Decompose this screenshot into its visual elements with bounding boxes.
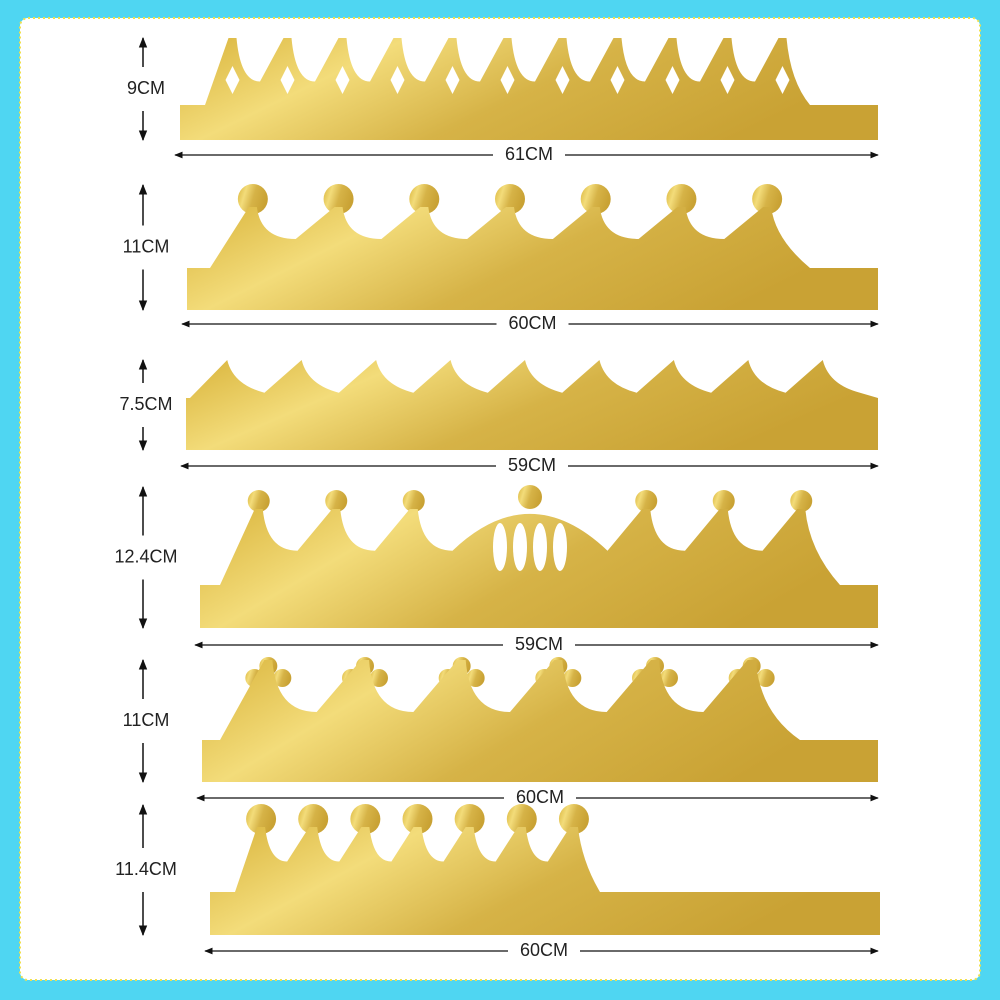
- crown-ornament: [273, 669, 292, 687]
- width-label: 60CM: [508, 313, 556, 333]
- crown: [187, 184, 878, 310]
- crown-cutout: [493, 523, 507, 571]
- crown-ornament: [666, 184, 697, 214]
- crown-cutout: [513, 523, 527, 571]
- crown-ornament: [790, 490, 813, 512]
- crown: [180, 38, 878, 140]
- width-label: 60CM: [520, 940, 568, 960]
- crown-ornament: [409, 184, 440, 214]
- label-backdrop: [496, 455, 568, 477]
- crown-ornament: [635, 490, 658, 512]
- crown-shape: [186, 360, 878, 450]
- height-label: 11.4CM: [115, 859, 177, 879]
- crown-shape: [180, 38, 878, 140]
- crown: [200, 485, 878, 628]
- height-label: 7.5CM: [119, 394, 172, 414]
- crown-cutout: [720, 66, 735, 94]
- crown-shape: [210, 827, 880, 935]
- crown-ornament: [580, 184, 611, 214]
- label-backdrop: [496, 313, 569, 335]
- crown-ornament: [402, 804, 433, 834]
- crown-ornament: [370, 669, 388, 687]
- crown-ornament: [506, 804, 537, 834]
- height-label: 11CM: [123, 236, 170, 256]
- crown-ornament: [247, 490, 270, 512]
- crown-ornament: [325, 490, 348, 512]
- crown-cutout: [225, 66, 240, 94]
- crown-ornament: [495, 184, 525, 214]
- crown-cutout: [533, 523, 547, 571]
- crown-ornament: [563, 669, 582, 687]
- label-backdrop: [503, 634, 575, 656]
- crown-ornament: [323, 184, 354, 214]
- label-backdrop: [504, 787, 576, 809]
- crown: [202, 657, 878, 782]
- crown-ornament: [350, 804, 381, 834]
- crown-cutout: [665, 66, 680, 94]
- crown-ornament: [402, 490, 425, 512]
- label-backdrop: [508, 940, 580, 962]
- crown-ornament: [518, 485, 542, 509]
- crown-cutout: [335, 66, 350, 94]
- height-label: 9CM: [127, 78, 165, 98]
- crown-ornament: [237, 184, 268, 214]
- crown: [210, 804, 880, 935]
- crown-cutout: [280, 66, 295, 94]
- crown-ornament: [752, 184, 783, 214]
- crown-ornament: [756, 669, 775, 687]
- width-label: 59CM: [508, 455, 556, 475]
- width-label: 59CM: [515, 634, 563, 654]
- height-label: 11CM: [123, 710, 170, 730]
- crown: [186, 360, 878, 450]
- crown-cutout: [775, 66, 790, 94]
- crown-cutout: [553, 523, 567, 571]
- height-label: 12.4CM: [114, 546, 177, 566]
- crown-shape: [202, 660, 878, 782]
- crown-ornament: [454, 804, 485, 834]
- width-label: 61CM: [505, 144, 553, 164]
- crown-ornament: [712, 490, 735, 512]
- crown-ornament: [466, 669, 485, 687]
- crown-cutout: [445, 66, 460, 94]
- label-backdrop: [493, 144, 565, 166]
- crown-cutout: [390, 66, 405, 94]
- crown-cutout: [500, 66, 515, 94]
- crown-cutout: [610, 66, 625, 94]
- crown-ornament: [660, 669, 678, 687]
- crown-ornament: [298, 804, 329, 834]
- crown-ornament: [558, 804, 589, 834]
- crown-ornament: [246, 804, 277, 834]
- crown-shape: [187, 207, 878, 310]
- crowns: 9CM 61CM 11CM 60CM 7.5CM 59CM 12.4CM 59CM 11CM 60…: [114, 36, 880, 962]
- crown-cutout: [555, 66, 570, 94]
- width-label: 60CM: [516, 787, 564, 807]
